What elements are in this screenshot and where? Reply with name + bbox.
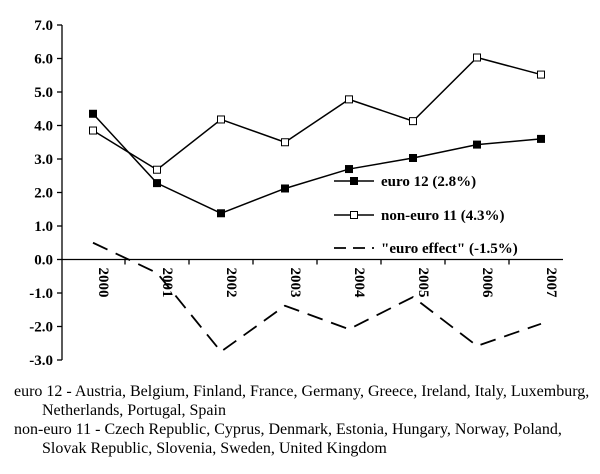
series-noneuro11-point bbox=[473, 53, 481, 62]
y-tick-label: 1.0 bbox=[34, 219, 53, 235]
y-tick-label: 4.0 bbox=[34, 119, 53, 135]
legend-label: non-euro 11 (4.3%) bbox=[381, 208, 504, 224]
y-tick-label: 6.0 bbox=[34, 52, 53, 68]
y-tick-label: 5.0 bbox=[34, 85, 53, 101]
series-euro12-point bbox=[473, 140, 481, 149]
x-tick-label: 2001 bbox=[159, 268, 175, 298]
series-euro12-point bbox=[537, 134, 545, 143]
series-euro12-point bbox=[89, 109, 97, 118]
series-noneuro11-point bbox=[153, 165, 161, 174]
legend: euro 12 (2.8%) non-euro 11 (4.3%) "euro ef… bbox=[334, 174, 518, 257]
series-euro12-point bbox=[409, 153, 417, 162]
series-euro12-point bbox=[217, 209, 225, 218]
series-noneuro11-line bbox=[92, 56, 542, 171]
y-tick-label: 0.0 bbox=[34, 253, 53, 269]
x-tick-label: 2006 bbox=[479, 268, 495, 299]
line-chart: 7.0 6.0 5.0 4.0 3.0 2.0 1.0 0.0 -1.0 -2.0 -3.0 200… bbox=[29, 18, 563, 369]
footnotes: euro 12 - Austria, Belgium, Finland, Fra… bbox=[14, 382, 594, 458]
y-tick-label: -2.0 bbox=[29, 320, 53, 336]
x-tick-label: 2005 bbox=[415, 268, 431, 298]
series-euro-effect-line bbox=[92, 241, 542, 353]
legend-label: euro 12 (2.8%) bbox=[381, 174, 476, 190]
y-tick-label: 7.0 bbox=[34, 18, 53, 34]
legend-label: "euro effect" (-1.5%) bbox=[381, 241, 518, 257]
legend-marker bbox=[350, 211, 358, 219]
footnote-euro12: euro 12 - Austria, Belgium, Finland, Fra… bbox=[14, 383, 590, 419]
x-axis-ticks: 2000 2001 2002 2003 2004 2005 2006 2007 bbox=[95, 259, 559, 299]
axes bbox=[61, 25, 563, 360]
series-noneuro11-point bbox=[89, 126, 97, 135]
series-euro12-point bbox=[153, 179, 161, 188]
series-group bbox=[89, 53, 545, 353]
y-tick-label: 3.0 bbox=[34, 152, 53, 168]
x-tick-label: 2004 bbox=[351, 268, 367, 299]
y-tick-label: 2.0 bbox=[34, 186, 53, 202]
x-tick-label: 2002 bbox=[223, 268, 239, 298]
series-noneuro11-point bbox=[345, 95, 353, 104]
series-euro12-point bbox=[281, 184, 289, 193]
series-euro12-point bbox=[345, 165, 353, 174]
footnote-noneuro11: non-euro 11 - Czech Republic, Cyprus, De… bbox=[14, 421, 562, 457]
x-tick-label: 2007 bbox=[543, 268, 559, 299]
legend-marker bbox=[350, 177, 358, 185]
series-noneuro11-point bbox=[281, 138, 289, 147]
series-euro12-line bbox=[92, 113, 542, 215]
series-noneuro11-point bbox=[217, 115, 225, 124]
x-tick-label: 2003 bbox=[287, 268, 303, 298]
y-tick-label: -1.0 bbox=[29, 286, 53, 302]
series-noneuro11-point bbox=[537, 70, 545, 79]
x-tick-label: 2000 bbox=[95, 268, 111, 298]
series-noneuro11-point bbox=[409, 117, 417, 126]
y-tick-label: -3.0 bbox=[29, 353, 53, 369]
y-axis-ticks: 7.0 6.0 5.0 4.0 3.0 2.0 1.0 0.0 -1.0 -2.0 -3.0 bbox=[29, 18, 62, 369]
